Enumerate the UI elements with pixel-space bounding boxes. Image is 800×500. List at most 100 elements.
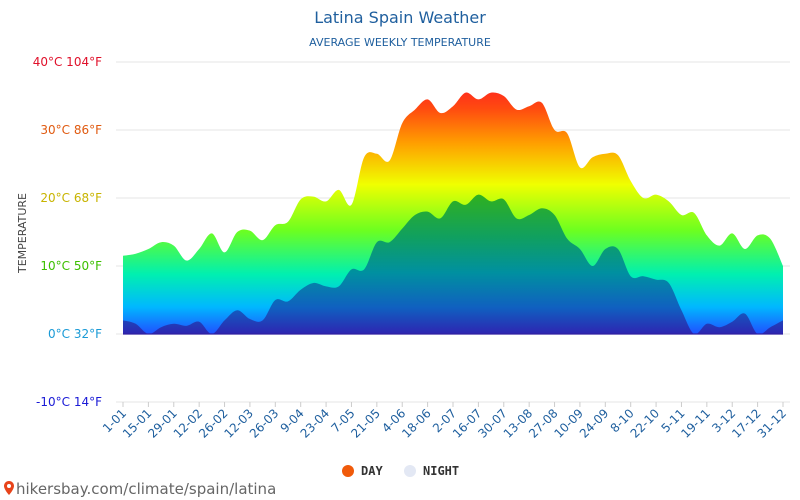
- data-point-day[interactable]: [184, 259, 188, 263]
- data-point-day[interactable]: [730, 231, 734, 235]
- data-point-day[interactable]: [781, 264, 785, 268]
- data-point-day[interactable]: [565, 131, 569, 135]
- data-point-day[interactable]: [540, 101, 544, 105]
- data-point-day[interactable]: [667, 199, 671, 203]
- data-point-night[interactable]: [286, 299, 290, 303]
- data-point-night[interactable]: [679, 308, 683, 312]
- watermark[interactable]: hikersbay.com/climate/spain/latina: [4, 480, 276, 498]
- series-area-night[interactable]: [123, 194, 783, 335]
- data-point-night[interactable]: [718, 325, 722, 329]
- data-point-day[interactable]: [134, 252, 138, 256]
- data-point-night[interactable]: [197, 320, 201, 324]
- data-point-night[interactable]: [616, 247, 620, 251]
- data-point-day[interactable]: [299, 197, 303, 201]
- data-point-night[interactable]: [362, 267, 366, 271]
- data-point-night[interactable]: [514, 216, 518, 220]
- data-point-night[interactable]: [261, 318, 265, 322]
- data-point-day[interactable]: [641, 196, 645, 200]
- data-point-night[interactable]: [413, 213, 417, 217]
- data-point-day[interactable]: [172, 244, 176, 248]
- data-point-night[interactable]: [184, 324, 188, 328]
- data-point-night[interactable]: [438, 216, 442, 220]
- legend-item-day[interactable]: DAY: [342, 464, 383, 478]
- data-point-night[interactable]: [730, 320, 734, 324]
- data-point-day[interactable]: [426, 97, 430, 101]
- data-point-night[interactable]: [768, 325, 772, 329]
- data-point-day[interactable]: [768, 237, 772, 241]
- data-point-day[interactable]: [413, 108, 417, 112]
- data-point-night[interactable]: [527, 213, 531, 217]
- data-point-day[interactable]: [362, 155, 366, 159]
- data-point-day[interactable]: [705, 233, 709, 237]
- data-point-day[interactable]: [527, 104, 531, 108]
- data-point-day[interactable]: [210, 231, 214, 235]
- data-point-night[interactable]: [654, 278, 658, 282]
- data-point-night[interactable]: [464, 203, 468, 207]
- data-point-day[interactable]: [438, 111, 442, 115]
- data-point-night[interactable]: [603, 247, 607, 251]
- data-point-night[interactable]: [235, 308, 239, 312]
- data-point-day[interactable]: [451, 104, 455, 108]
- data-point-day[interactable]: [337, 188, 341, 192]
- data-point-day[interactable]: [400, 121, 404, 125]
- data-point-day[interactable]: [388, 159, 392, 163]
- data-point-night[interactable]: [578, 247, 582, 251]
- data-point-night[interactable]: [565, 237, 569, 241]
- data-point-night[interactable]: [299, 288, 303, 292]
- data-point-day[interactable]: [603, 152, 607, 156]
- data-point-night[interactable]: [489, 199, 493, 203]
- data-point-day[interactable]: [616, 153, 620, 157]
- data-point-day[interactable]: [489, 91, 493, 95]
- data-point-night[interactable]: [159, 325, 163, 329]
- data-point-night[interactable]: [311, 281, 315, 285]
- data-point-night[interactable]: [324, 284, 328, 288]
- legend-item-night[interactable]: NIGHT: [404, 464, 459, 478]
- data-point-night[interactable]: [502, 197, 506, 201]
- data-point-night[interactable]: [743, 312, 747, 316]
- data-point-night[interactable]: [223, 318, 227, 322]
- data-point-night[interactable]: [134, 322, 138, 326]
- data-point-day[interactable]: [464, 91, 468, 95]
- data-point-night[interactable]: [591, 264, 595, 268]
- data-point-night[interactable]: [388, 240, 392, 244]
- data-point-day[interactable]: [692, 211, 696, 215]
- data-point-night[interactable]: [629, 274, 633, 278]
- data-point-night[interactable]: [553, 213, 557, 217]
- data-point-night[interactable]: [273, 298, 277, 302]
- data-point-night[interactable]: [641, 274, 645, 278]
- data-point-day[interactable]: [578, 165, 582, 169]
- data-point-day[interactable]: [553, 128, 557, 132]
- data-point-night[interactable]: [667, 281, 671, 285]
- data-point-day[interactable]: [261, 238, 265, 242]
- data-point-night[interactable]: [400, 227, 404, 231]
- data-point-night[interactable]: [705, 322, 709, 326]
- data-point-night[interactable]: [540, 206, 544, 210]
- data-point-day[interactable]: [743, 247, 747, 251]
- data-point-day[interactable]: [311, 195, 315, 199]
- data-point-night[interactable]: [337, 284, 341, 288]
- data-point-day[interactable]: [159, 240, 163, 244]
- data-point-day[interactable]: [654, 193, 658, 197]
- data-point-day[interactable]: [324, 199, 328, 203]
- data-point-day[interactable]: [146, 247, 150, 251]
- data-point-night[interactable]: [248, 317, 252, 321]
- data-point-day[interactable]: [223, 250, 227, 254]
- data-point-night[interactable]: [781, 318, 785, 322]
- data-point-day[interactable]: [235, 230, 239, 234]
- data-point-night[interactable]: [349, 267, 353, 271]
- data-point-night[interactable]: [375, 240, 379, 244]
- data-point-day[interactable]: [273, 223, 277, 227]
- data-point-day[interactable]: [679, 213, 683, 217]
- data-point-day[interactable]: [248, 229, 252, 233]
- data-point-day[interactable]: [756, 233, 760, 237]
- data-point-day[interactable]: [375, 152, 379, 156]
- data-point-day[interactable]: [286, 220, 290, 224]
- data-point-night[interactable]: [121, 318, 125, 322]
- data-point-day[interactable]: [197, 247, 201, 251]
- data-point-night[interactable]: [426, 210, 430, 214]
- data-point-day[interactable]: [629, 179, 633, 183]
- data-point-day[interactable]: [121, 254, 125, 258]
- data-point-day[interactable]: [349, 203, 353, 207]
- data-point-day[interactable]: [476, 97, 480, 101]
- data-point-day[interactable]: [718, 244, 722, 248]
